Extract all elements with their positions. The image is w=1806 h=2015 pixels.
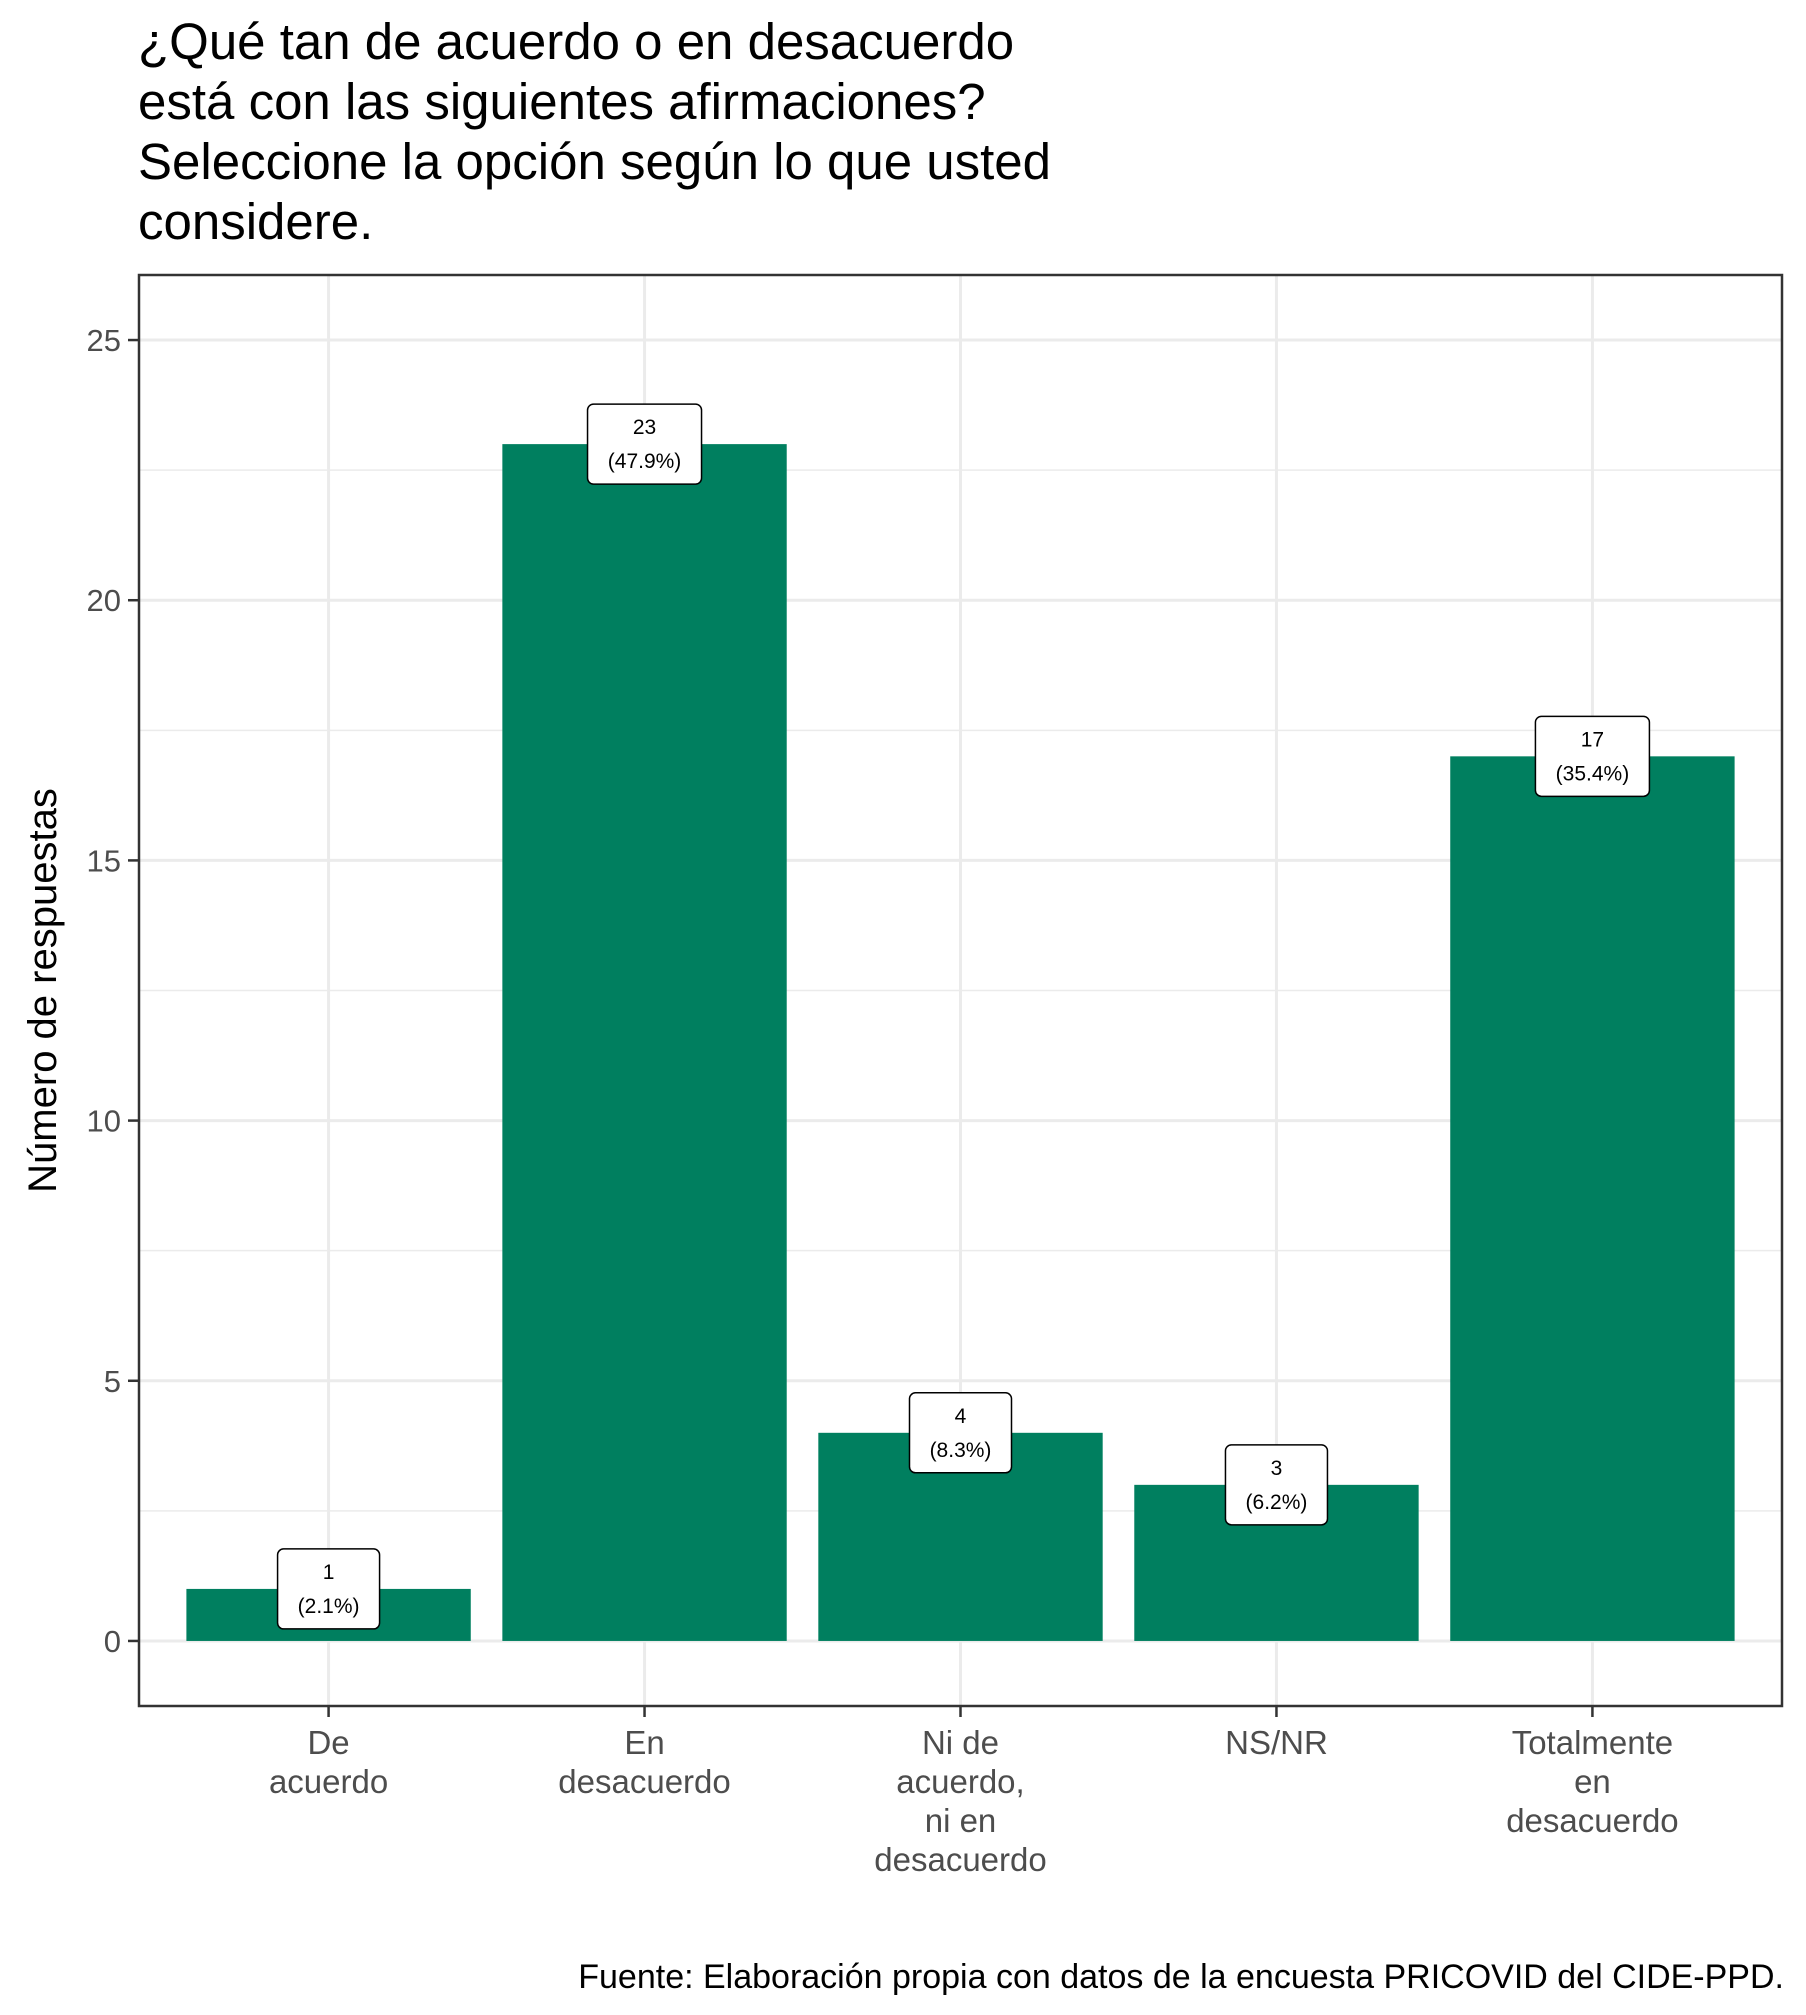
data-label-text: 23 xyxy=(633,416,656,439)
source-caption: Fuente: Elaboración propia con datos de … xyxy=(578,1958,1784,1996)
x-tick-label: desacuerdo xyxy=(874,1841,1046,1878)
x-tick-label: ni en xyxy=(925,1802,997,1839)
x-tick-label: Ni de xyxy=(922,1724,999,1761)
data-label-4: 17 (35.4%) xyxy=(1534,715,1651,798)
data-label-box xyxy=(276,1548,381,1630)
y-tick-label: 0 xyxy=(104,1624,121,1659)
data-label-box xyxy=(1534,715,1651,798)
data-label-text: (35.4%) xyxy=(1556,762,1630,785)
x-tick-label: En xyxy=(624,1724,664,1761)
data-labels-layer: 1 (2.1%) 23 (47.9%) 4 (8.3%) 3 (6.2%) 17 (35.4%) xyxy=(276,403,1651,1630)
data-label-text: 3 xyxy=(1271,1457,1283,1480)
bar-1 xyxy=(502,444,787,1641)
y-tick-label: 25 xyxy=(87,323,121,358)
y-tick-label: 20 xyxy=(87,583,121,618)
data-label-text: (47.9%) xyxy=(608,450,682,473)
data-label-text: 17 xyxy=(1581,728,1604,751)
data-label-1: 23 (47.9%) xyxy=(586,403,703,485)
chart-title: ¿Qué tan de acuerdo o en desacuerdo está… xyxy=(138,13,1051,250)
x-tick-label: NS/NR xyxy=(1225,1724,1328,1761)
y-tick-label: 10 xyxy=(87,1104,121,1139)
y-axis-title: Número de respuestas xyxy=(21,788,65,1193)
data-label-text: (8.3%) xyxy=(930,1439,992,1462)
bars-layer xyxy=(186,444,1735,1641)
x-tick-label: desacuerdo xyxy=(1506,1802,1678,1839)
data-label-box xyxy=(908,1392,1013,1474)
data-label-text: 4 xyxy=(955,1405,967,1428)
x-tick-label: De xyxy=(307,1724,349,1761)
data-label-3: 3 (6.2%) xyxy=(1224,1444,1329,1526)
x-tick-label: acuerdo, xyxy=(896,1763,1024,1800)
x-tick-label: desacuerdo xyxy=(558,1763,730,1800)
data-label-2: 4 (8.3%) xyxy=(908,1392,1013,1474)
data-label-text: 1 xyxy=(323,1561,335,1584)
y-tick-label: 15 xyxy=(87,843,121,878)
data-label-0: 1 (2.1%) xyxy=(276,1548,381,1630)
x-tick-label: acuerdo xyxy=(269,1763,388,1800)
bar-4 xyxy=(1450,756,1735,1641)
data-label-text: (6.2%) xyxy=(1246,1491,1308,1514)
x-tick-label: Totalmente xyxy=(1512,1724,1673,1761)
data-label-box xyxy=(1224,1444,1329,1526)
y-tick-label: 5 xyxy=(104,1364,121,1399)
data-label-text: (2.1%) xyxy=(298,1595,360,1618)
data-label-box xyxy=(586,403,703,485)
x-tick-label: en xyxy=(1574,1763,1611,1800)
